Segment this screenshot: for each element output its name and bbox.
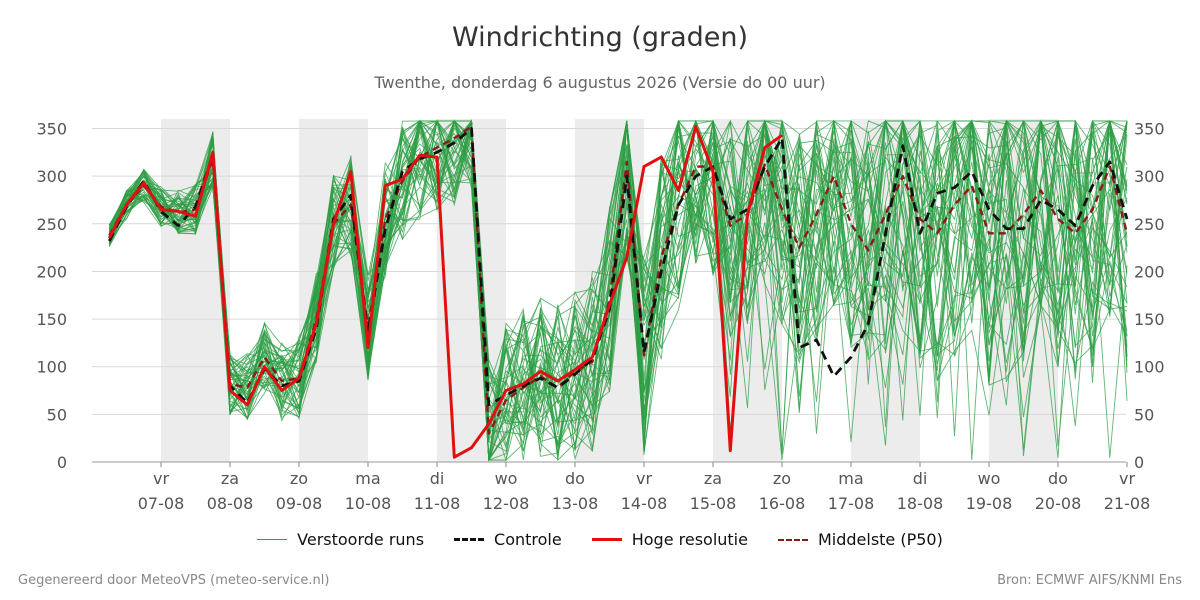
x-tick-date: 21-08 <box>1104 494 1151 513</box>
x-tick-date: 09-08 <box>276 494 323 513</box>
legend-label: Hoge resolutie <box>631 530 748 549</box>
y-tick-label-right: 0 <box>1134 453 1144 472</box>
main-series <box>107 125 1129 459</box>
y-tick-label-left: 350 <box>36 120 67 139</box>
x-tick-day: ma <box>355 469 380 488</box>
legend-swatch <box>454 538 485 541</box>
y-tick-label-left: 150 <box>36 310 67 329</box>
x-tick-day: vr <box>1119 469 1135 488</box>
ensemble-run-line <box>108 120 1128 459</box>
x-tick-day: zo <box>773 469 791 488</box>
ensemble-run-line <box>109 119 1128 461</box>
legend-swatch <box>591 538 622 541</box>
y-tick-label-left: 100 <box>36 358 67 377</box>
ensemble-run-line <box>108 119 1128 426</box>
x-tick-day: do <box>565 469 585 488</box>
x-tick-date: 07-08 <box>138 494 185 513</box>
x-tick-day: vr <box>636 469 652 488</box>
legend-label: Verstoorde runs <box>297 530 425 549</box>
y-tick-label-right: 200 <box>1134 262 1165 281</box>
footer-generated-by: Gegenereerd door MeteoVPS (meteo-service… <box>18 573 330 588</box>
x-tick-date: 12-08 <box>483 494 530 513</box>
y-tick-label-right: 100 <box>1134 358 1165 377</box>
x-tick-day: zo <box>290 469 308 488</box>
x-tick-date: 20-08 <box>1035 494 1082 513</box>
series-line-median <box>108 125 1129 435</box>
legend-swatch <box>257 539 288 540</box>
x-tick-date: 18-08 <box>897 494 944 513</box>
footer-source: Bron: ECMWF AIFS/KNMI Ens <box>997 573 1182 588</box>
legend-item: Hoge resolutie <box>591 530 748 549</box>
ensemble-run-line <box>108 119 1128 449</box>
chart-title: Windrichting (graden) <box>451 22 749 53</box>
x-tick-day: do <box>1048 469 1068 488</box>
legend-item: Controle <box>454 530 562 549</box>
series-line-hires <box>107 125 783 459</box>
x-tick-date: 11-08 <box>414 494 461 513</box>
y-tick-label-left: 300 <box>36 167 67 186</box>
x-tick-day: di <box>913 469 928 488</box>
x-tick-day: di <box>430 469 445 488</box>
x-tick-day: za <box>704 469 722 488</box>
ensemble-run-line <box>108 120 1128 452</box>
legend-item: Verstoorde runs <box>257 530 424 549</box>
x-tick-day: wo <box>495 469 518 488</box>
x-tick-date: 15-08 <box>690 494 737 513</box>
y-tick-label-right: 250 <box>1134 215 1165 234</box>
axis-labels: 0 0 50 50 100 100 150 150 200 200 250 250 300 300 350 3… <box>36 120 1164 513</box>
chart-subtitle: Twenthe, donderdag 6 augustus 2026 (Vers… <box>374 73 826 92</box>
legend-label: Middelste (P50) <box>817 530 943 549</box>
ensemble-run-line <box>108 119 1128 446</box>
y-tick-label-left: 200 <box>36 262 67 281</box>
x-tick-day: za <box>221 469 239 488</box>
y-tick-label-right: 300 <box>1134 167 1165 186</box>
series-line-control <box>108 127 1129 407</box>
ensemble-run-line <box>108 120 1128 446</box>
ensemble-runs <box>108 119 1128 462</box>
x-tick-date: 19-08 <box>966 494 1013 513</box>
ensemble-run-line <box>108 119 1128 461</box>
legend-swatch <box>777 538 808 541</box>
x-tick-date: 13-08 <box>552 494 599 513</box>
x-tick-day: wo <box>978 469 1001 488</box>
legend: Verstoorde runs Controle Hoge resolutie Mid… <box>0 530 1200 549</box>
night-band <box>161 119 230 462</box>
x-tick-day: vr <box>153 469 169 488</box>
y-tick-label-left: 50 <box>47 405 67 424</box>
x-tick-date: 08-08 <box>207 494 254 513</box>
x-tick-date: 14-08 <box>621 494 668 513</box>
y-tick-label-right: 150 <box>1134 310 1165 329</box>
legend-label: Controle <box>494 530 562 549</box>
x-tick-date: 16-08 <box>759 494 806 513</box>
legend-item: Middelste (P50) <box>777 530 943 549</box>
x-tick-date: 17-08 <box>828 494 875 513</box>
y-tick-label-right: 350 <box>1134 120 1165 139</box>
y-tick-label-left: 0 <box>57 453 67 472</box>
x-tick-day: ma <box>838 469 863 488</box>
ensemble-run-line <box>108 120 1128 461</box>
y-tick-label-right: 50 <box>1134 405 1154 424</box>
x-tick-date: 10-08 <box>345 494 392 513</box>
y-tick-label-left: 250 <box>36 215 67 234</box>
